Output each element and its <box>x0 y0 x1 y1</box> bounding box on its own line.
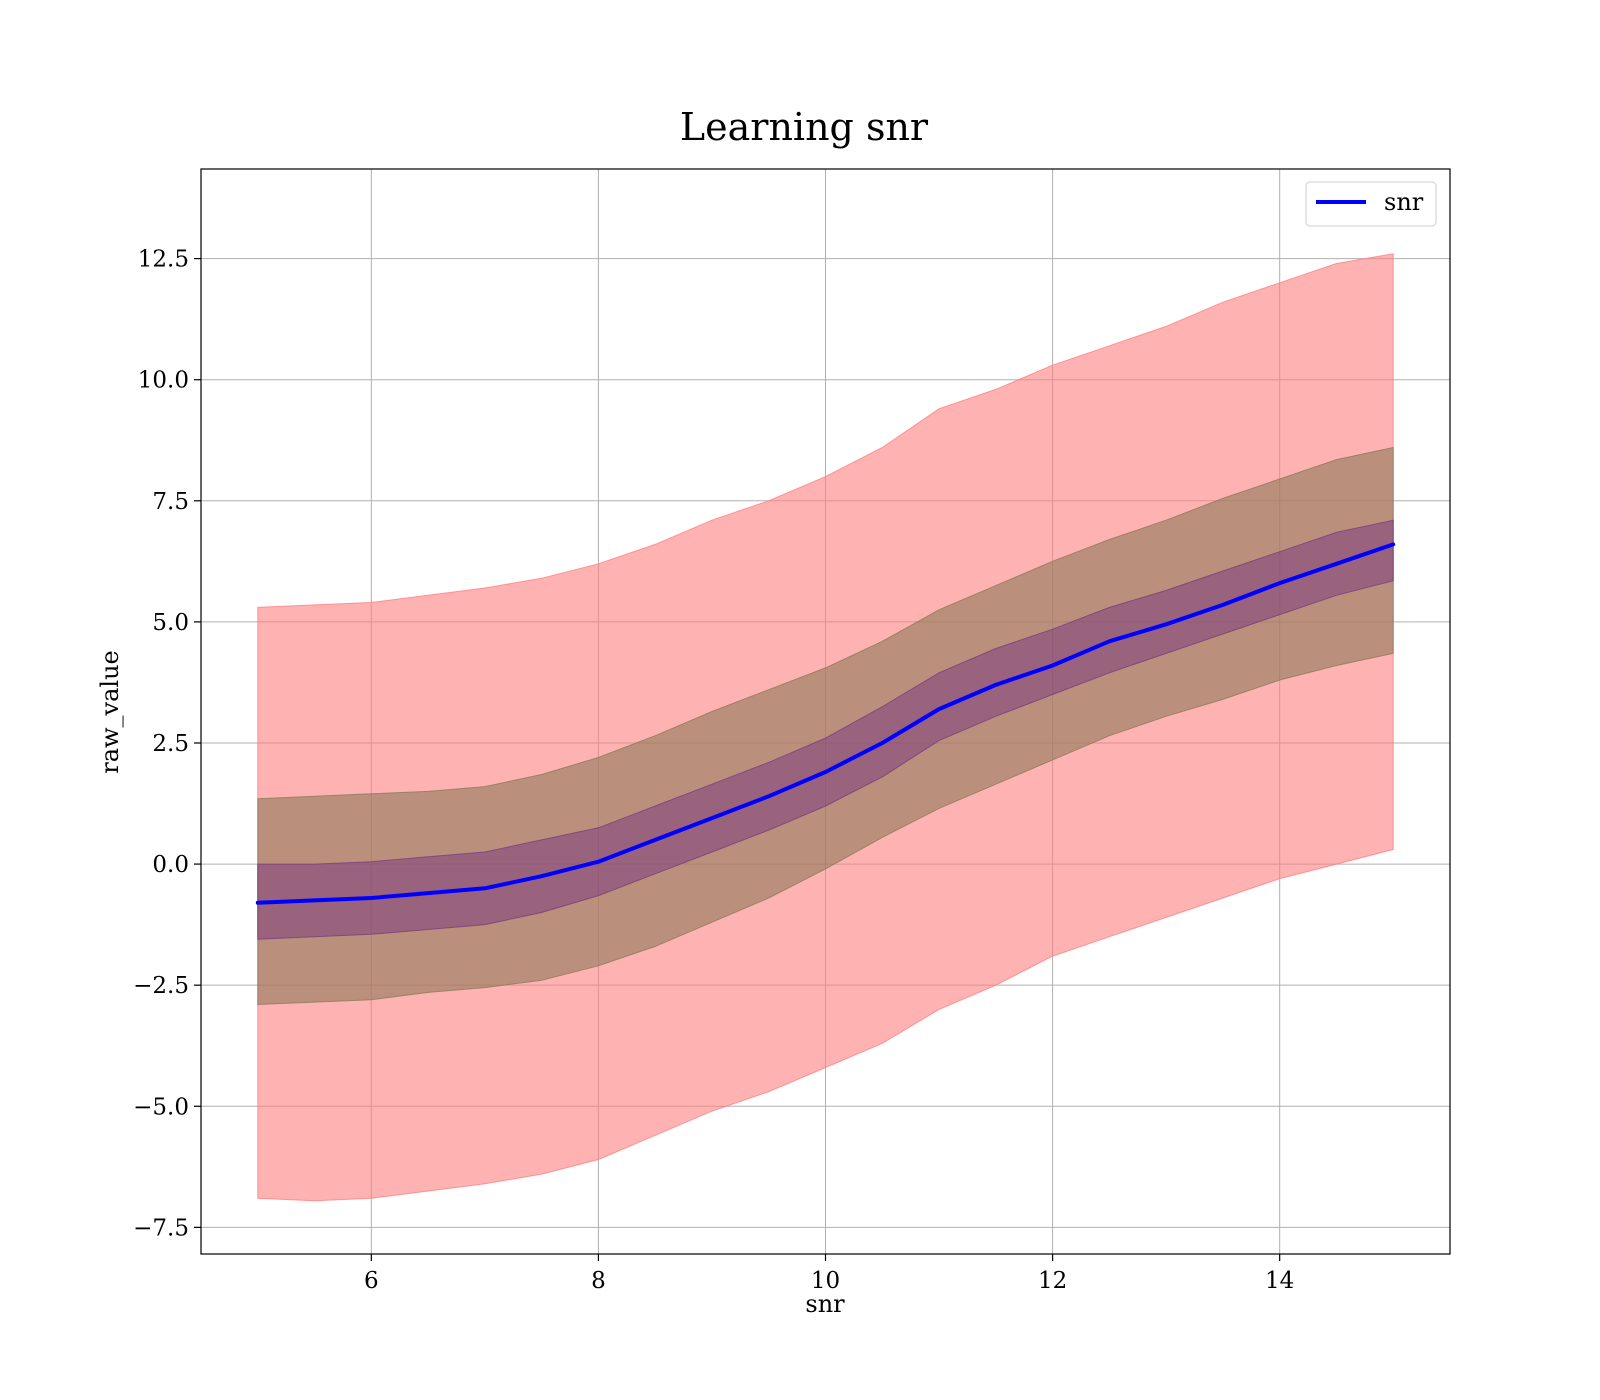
y-tick-label: 10.0 <box>138 368 189 394</box>
y-tick-label: 2.5 <box>152 731 189 757</box>
x-axis-label: snr <box>805 1290 845 1318</box>
y-tick-label: −7.5 <box>133 1215 189 1241</box>
legend: snr <box>1305 181 1437 227</box>
y-tick-label: 0.0 <box>152 852 189 878</box>
y-tick-label: 5.0 <box>152 610 189 636</box>
x-tick-label: 6 <box>364 1268 379 1294</box>
y-tick-label: −5.0 <box>133 1094 189 1120</box>
series-lines <box>255 542 1396 905</box>
confidence-bands <box>257 253 1394 1202</box>
y-tick-label: 12.5 <box>138 247 189 273</box>
y-axis-ticks: −7.5 −5.0 −2.5 0.0 2.5 5.0 7.5 10.0 12.5 <box>133 247 201 1241</box>
legend-box <box>1305 181 1437 227</box>
x-tick-label: 8 <box>591 1268 606 1294</box>
x-tick-label: 12 <box>1038 1268 1067 1294</box>
y-tick-label: −2.5 <box>133 973 189 999</box>
x-tick-label: 14 <box>1265 1268 1294 1294</box>
x-axis-ticks: 6 8 10 12 14 <box>364 1254 1294 1294</box>
band-inner <box>257 519 1394 940</box>
x-tick-label: 10 <box>811 1268 840 1294</box>
y-axis-label: raw_value <box>96 650 124 774</box>
chart-title: Learning snr <box>680 105 929 149</box>
series-line-snr <box>255 542 1396 905</box>
y-tick-label: 7.5 <box>152 489 189 515</box>
legend-label-snr: snr <box>1384 188 1424 216</box>
